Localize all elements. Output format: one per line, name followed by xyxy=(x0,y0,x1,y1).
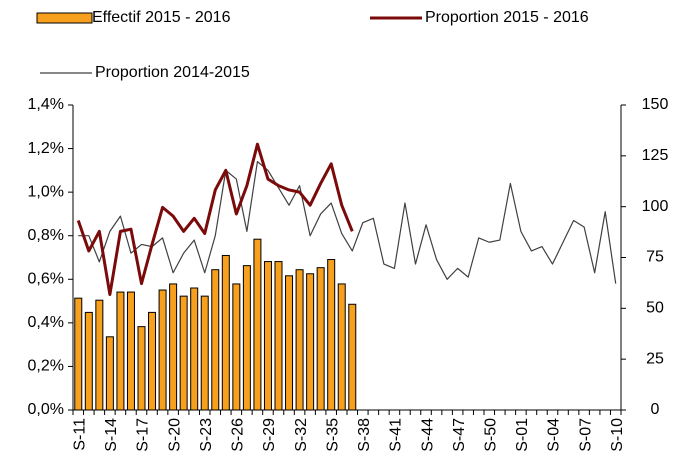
bar xyxy=(126,291,135,411)
y2-tick-label: 25 xyxy=(646,350,664,367)
x-tick-label: S-41 xyxy=(388,418,405,452)
bar xyxy=(169,283,178,411)
bar xyxy=(211,269,220,411)
bar xyxy=(137,326,146,411)
bar xyxy=(327,259,336,411)
bar xyxy=(95,299,104,411)
y-tick-label: 1,2% xyxy=(28,140,64,157)
legend-label: Proportion 2015 - 2016 xyxy=(425,9,589,26)
bar xyxy=(348,303,357,411)
x-tick-label: S-38 xyxy=(356,418,373,452)
y-tick-label: 1,4% xyxy=(28,96,64,113)
x-tick-label: S-01 xyxy=(514,418,531,452)
y-tick-label: 0,4% xyxy=(28,314,64,331)
bar xyxy=(242,265,251,411)
x-tick-label: S-47 xyxy=(451,418,468,452)
bar xyxy=(74,297,83,411)
bar xyxy=(295,269,304,411)
y2-tick-label: 150 xyxy=(642,96,669,113)
x-tick-label: S-44 xyxy=(419,418,436,452)
bar xyxy=(190,287,199,411)
y-tick-label: 0,6% xyxy=(28,271,64,288)
bar xyxy=(274,261,283,411)
bar xyxy=(232,283,241,411)
legend-label: Effectif 2015 - 2016 xyxy=(92,9,231,26)
bar xyxy=(158,289,167,411)
bar xyxy=(221,254,230,411)
x-tick-label: S-14 xyxy=(103,418,120,452)
line xyxy=(76,142,354,297)
line xyxy=(78,161,617,284)
x-tick-label: S-04 xyxy=(546,418,563,452)
y2-tick-label: 100 xyxy=(642,198,669,215)
bar xyxy=(306,273,315,411)
x-tick-label: S-29 xyxy=(261,418,278,452)
legend-label: Proportion 2014-2015 xyxy=(95,64,250,81)
bar xyxy=(148,311,157,411)
bar xyxy=(285,275,294,411)
bar xyxy=(84,311,93,411)
y-tick-label: 0,2% xyxy=(28,358,64,375)
y-tick-label: 0,8% xyxy=(28,227,64,244)
y-tick-label: 1,0% xyxy=(28,183,64,200)
legend-swatch xyxy=(36,12,93,24)
y2-tick-label: 50 xyxy=(646,300,664,317)
bar xyxy=(263,261,272,411)
bar xyxy=(316,267,325,411)
bar xyxy=(116,291,125,411)
y2-tick-label: 0 xyxy=(651,401,660,418)
bar xyxy=(105,336,114,411)
x-tick-label: S-11 xyxy=(71,418,88,451)
x-tick-label: S-50 xyxy=(482,418,499,452)
bar xyxy=(179,295,188,411)
x-tick-label: S-20 xyxy=(166,418,183,452)
bar xyxy=(200,295,209,411)
x-tick-label: S-23 xyxy=(198,418,215,452)
bar xyxy=(253,238,262,411)
y-tick-label: 0,0% xyxy=(28,401,64,418)
x-tick-label: S-17 xyxy=(135,418,152,452)
bar xyxy=(337,283,346,411)
x-tick-label: S-10 xyxy=(609,418,626,452)
x-tick-label: S-07 xyxy=(577,418,594,452)
x-tick-label: S-35 xyxy=(324,418,341,452)
y2-tick-label: 125 xyxy=(642,147,669,164)
y2-tick-label: 75 xyxy=(646,249,664,266)
x-tick-label: S-32 xyxy=(293,418,310,452)
x-tick-label: S-26 xyxy=(230,418,247,452)
